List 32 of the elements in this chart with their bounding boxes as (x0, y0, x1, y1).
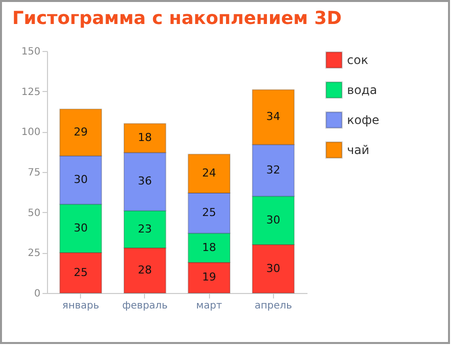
data-label: 30 (266, 262, 280, 275)
legend-label: сок (347, 53, 368, 67)
data-label: 18 (138, 131, 152, 144)
data-label: 28 (138, 263, 152, 276)
y-tick-label: 125 (21, 86, 40, 98)
chart-title: Гистограмма с накоплением 3D (12, 8, 342, 29)
data-label: 30 (74, 173, 88, 186)
legend-label: чай (347, 143, 370, 157)
y-tick-label: 150 (21, 46, 40, 58)
y-tick-label: 0 (34, 288, 40, 300)
y-tick-label: 25 (28, 248, 40, 260)
data-label: 30 (74, 221, 88, 234)
data-label: 34 (266, 110, 280, 124)
data-label: 24 (202, 166, 216, 180)
x-tick-label: февраль (122, 300, 168, 312)
data-label: 32 (266, 163, 280, 176)
y-tick-label: 50 (28, 208, 40, 219)
data-label: 19 (202, 270, 216, 284)
data-label: 30 (266, 213, 280, 226)
data-label: 29 (74, 125, 88, 138)
x-tick-label: март (196, 300, 222, 312)
data-label: 25 (74, 266, 88, 279)
legend-label: вода (347, 83, 378, 97)
legend-label: кофе (347, 113, 380, 127)
data-label: 18 (202, 240, 216, 254)
data-label: 36 (138, 174, 152, 188)
data-label: 25 (202, 206, 216, 220)
data-label: 23 (138, 222, 152, 236)
x-tick-label: январь (62, 300, 100, 312)
y-tick-label: 100 (21, 127, 40, 138)
y-tick-label: 75 (28, 168, 40, 178)
x-tick-label: апрель (254, 300, 292, 312)
